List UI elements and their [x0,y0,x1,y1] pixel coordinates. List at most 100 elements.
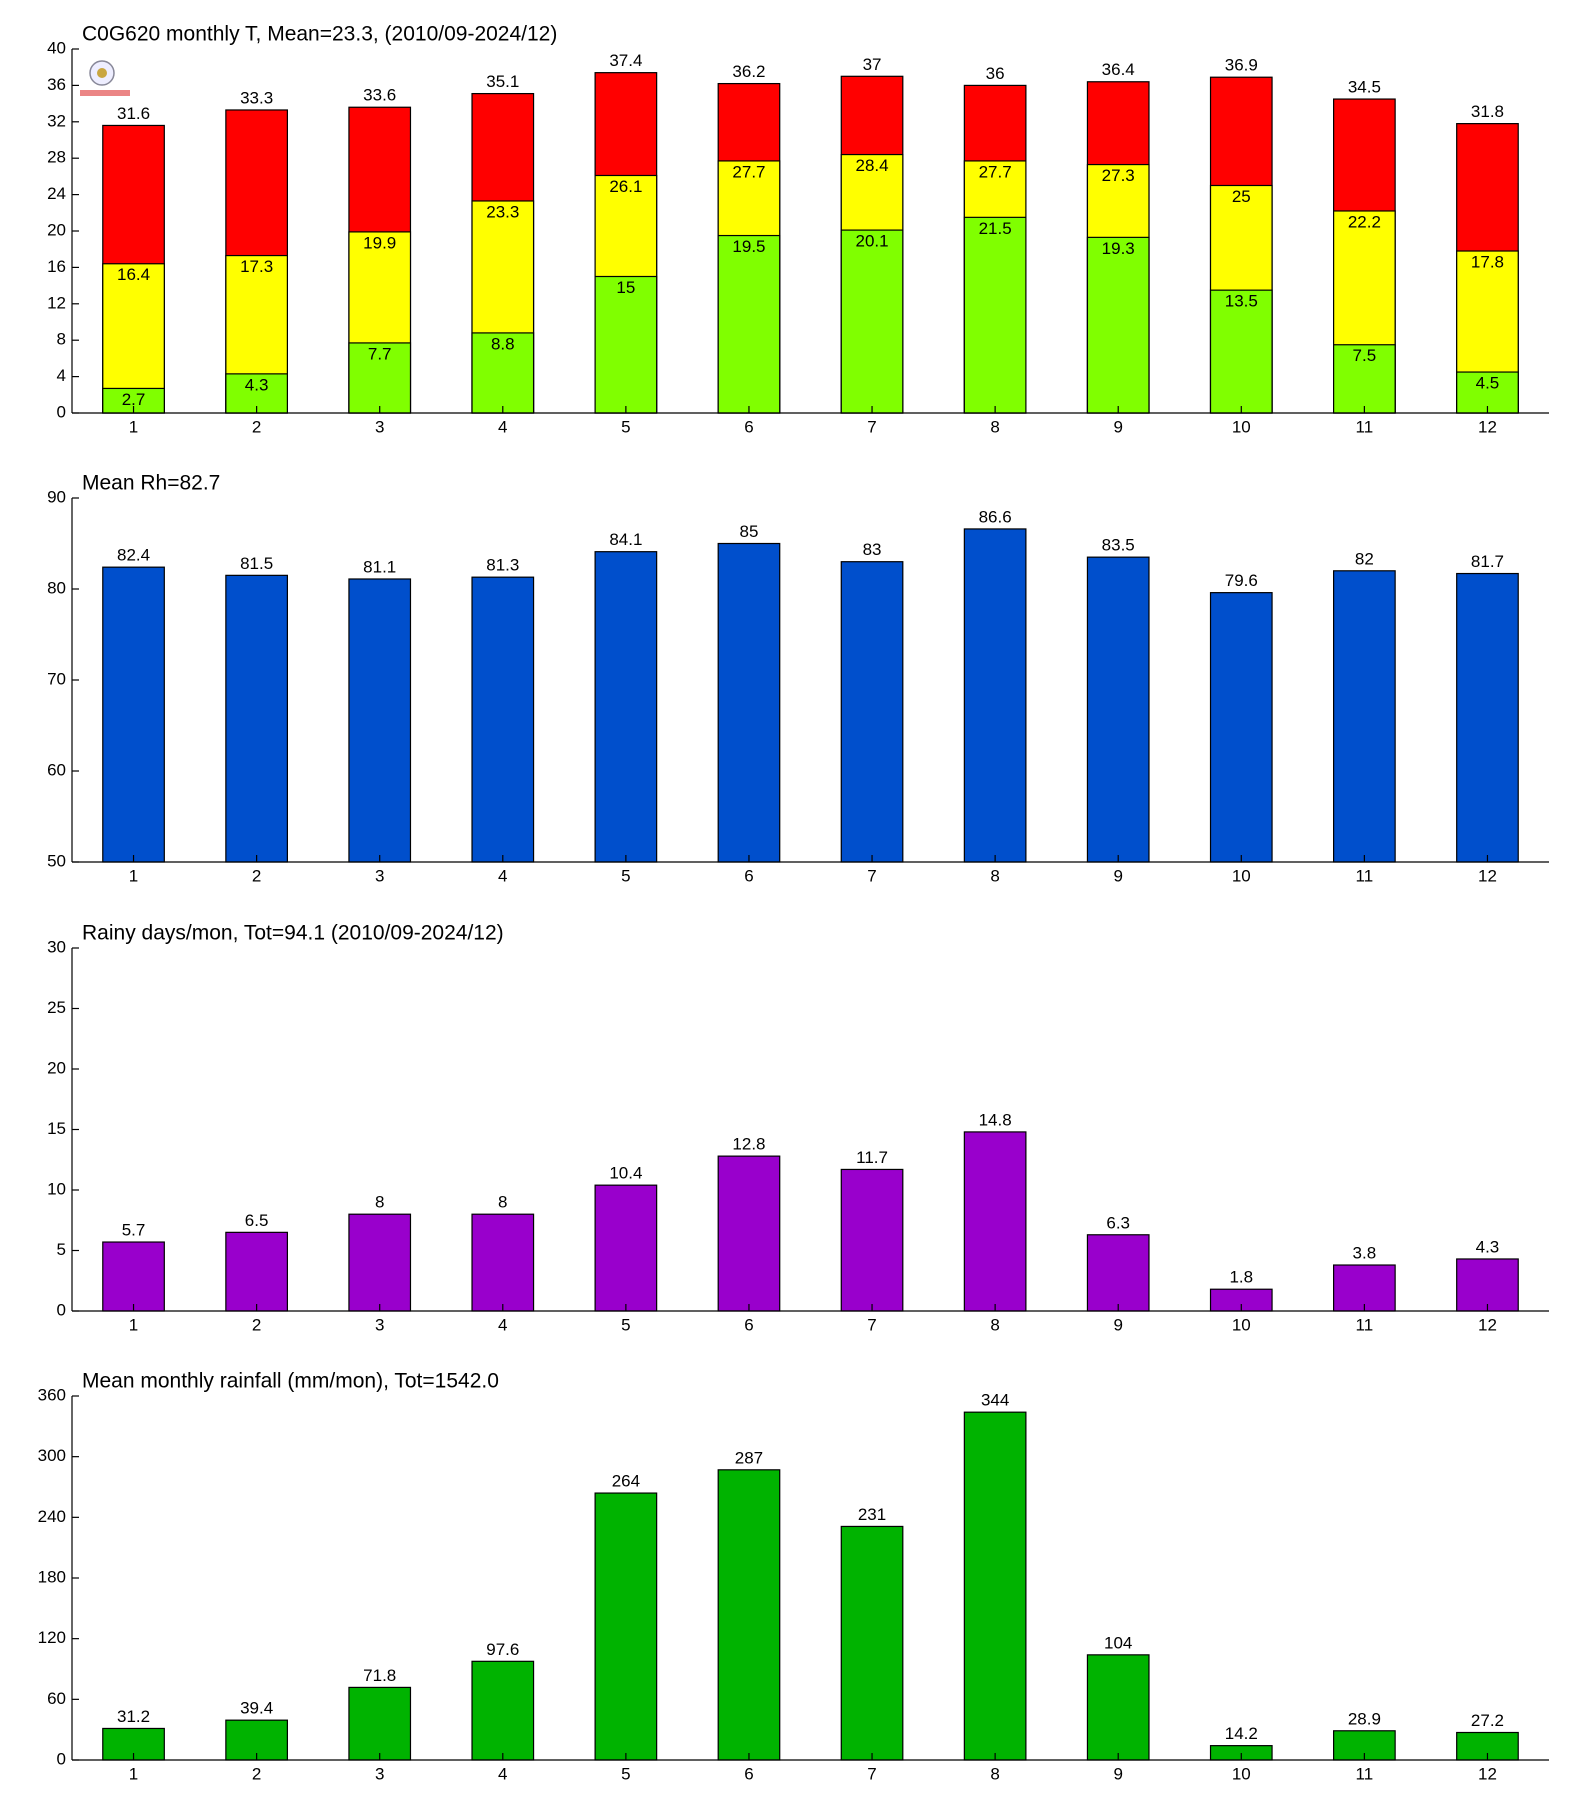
value-label: 19.5 [732,237,765,256]
y-tick-label: 8 [57,330,66,349]
bar [102,1241,165,1312]
bar [963,1131,1027,1312]
x-tick-label: 8 [990,866,999,885]
bar [471,332,535,414]
value-label: 81.3 [486,556,519,575]
bar [594,1492,658,1761]
chart-title: Mean monthly rainfall (mm/mon), Tot=1542… [82,1370,499,1393]
value-label: 17.8 [1471,253,1504,272]
bar [102,566,165,863]
x-tick-label: 12 [1478,417,1497,436]
value-label: 21.5 [979,219,1012,238]
value-label: 81.7 [1471,552,1504,571]
y-tick-label: 20 [47,1058,66,1077]
x-tick-label: 9 [1113,417,1122,436]
x-tick-label: 11 [1356,866,1374,885]
y-tick-label: 32 [47,111,66,130]
x-tick-label: 8 [990,1315,999,1334]
value-label: 71.8 [363,1666,396,1685]
value-label: 37.4 [609,51,642,70]
value-label: 8 [498,1193,507,1212]
value-label: 86.6 [979,507,1012,526]
value-label: 10.4 [609,1164,642,1183]
x-tick-label: 7 [867,866,876,885]
value-label: 82.4 [117,546,150,565]
bar [963,216,1027,414]
value-label: 34.5 [1348,78,1381,97]
value-label: 344 [981,1391,1009,1410]
x-tick-label: 12 [1478,1764,1497,1783]
y-tick-label: 30 [47,937,66,956]
x-tick-label: 8 [990,417,999,436]
value-label: 12.8 [732,1135,765,1154]
value-label: 79.6 [1225,571,1258,590]
bar [840,229,904,414]
x-tick-label: 1 [129,1764,138,1783]
bar [717,542,781,863]
value-label: 7.7 [368,344,392,363]
bar-chart: C0G620 monthly T, Mean=23.3, (2010/09-20… [47,23,1549,436]
value-label: 25 [1232,187,1251,206]
y-tick-label: 10 [47,1179,66,1198]
y-tick-label: 12 [47,293,66,312]
x-tick-label: 10 [1232,417,1251,436]
x-tick-label: 7 [867,1764,876,1783]
y-tick-label: 0 [57,1749,66,1768]
x-tick-label: 10 [1232,1315,1251,1334]
value-label: 84.1 [609,530,642,549]
x-tick-label: 8 [990,1764,999,1783]
bar [1456,1258,1519,1312]
x-tick-label: 2 [252,1764,261,1783]
value-label: 31.8 [1471,102,1504,121]
bar [1086,236,1150,414]
x-tick-label: 3 [375,417,384,436]
value-label: 6.3 [1106,1213,1130,1232]
value-label: 27.7 [979,162,1012,181]
value-label: 13.5 [1225,292,1258,311]
value-label: 81.1 [363,557,396,576]
value-label: 1.8 [1229,1268,1253,1287]
value-label: 23.3 [486,202,519,221]
value-label: 19.3 [1102,239,1135,258]
y-tick-label: 24 [47,184,66,203]
y-tick-label: 300 [38,1446,66,1465]
x-tick-label: 4 [498,866,507,885]
value-label: 264 [612,1472,640,1491]
x-tick-label: 9 [1113,1315,1122,1334]
value-label: 36 [986,64,1005,83]
y-tick-label: 25 [47,998,66,1017]
x-tick-label: 6 [744,1315,753,1334]
logo [80,60,130,96]
y-tick-label: 15 [47,1119,66,1138]
value-label: 31.6 [117,104,150,123]
value-label: 14.8 [979,1110,1012,1129]
value-label: 35.1 [486,72,519,91]
value-label: 82 [1355,549,1374,568]
x-tick-label: 11 [1356,417,1374,436]
value-label: 16.4 [117,265,150,284]
bar [1333,570,1396,863]
chart-title: C0G620 monthly T, Mean=23.3, (2010/09-20… [82,23,557,46]
y-tick-label: 16 [47,257,66,276]
y-tick-label: 90 [47,487,66,506]
bar [840,1168,904,1312]
value-label: 14.2 [1225,1724,1258,1743]
x-tick-label: 4 [498,1764,507,1783]
x-tick-label: 2 [252,866,261,885]
x-tick-label: 5 [621,1764,630,1783]
x-tick-label: 6 [744,866,753,885]
x-tick-label: 9 [1113,1764,1122,1783]
value-label: 15 [616,278,635,297]
bar [471,576,535,863]
x-tick-label: 12 [1478,1315,1497,1334]
x-tick-label: 5 [621,417,630,436]
bar [348,1213,412,1312]
value-label: 36.4 [1102,60,1135,79]
x-tick-label: 7 [867,417,876,436]
value-label: 33.6 [363,86,396,105]
bar [1333,1264,1396,1312]
value-label: 81.5 [240,554,273,573]
value-label: 31.2 [117,1707,150,1726]
